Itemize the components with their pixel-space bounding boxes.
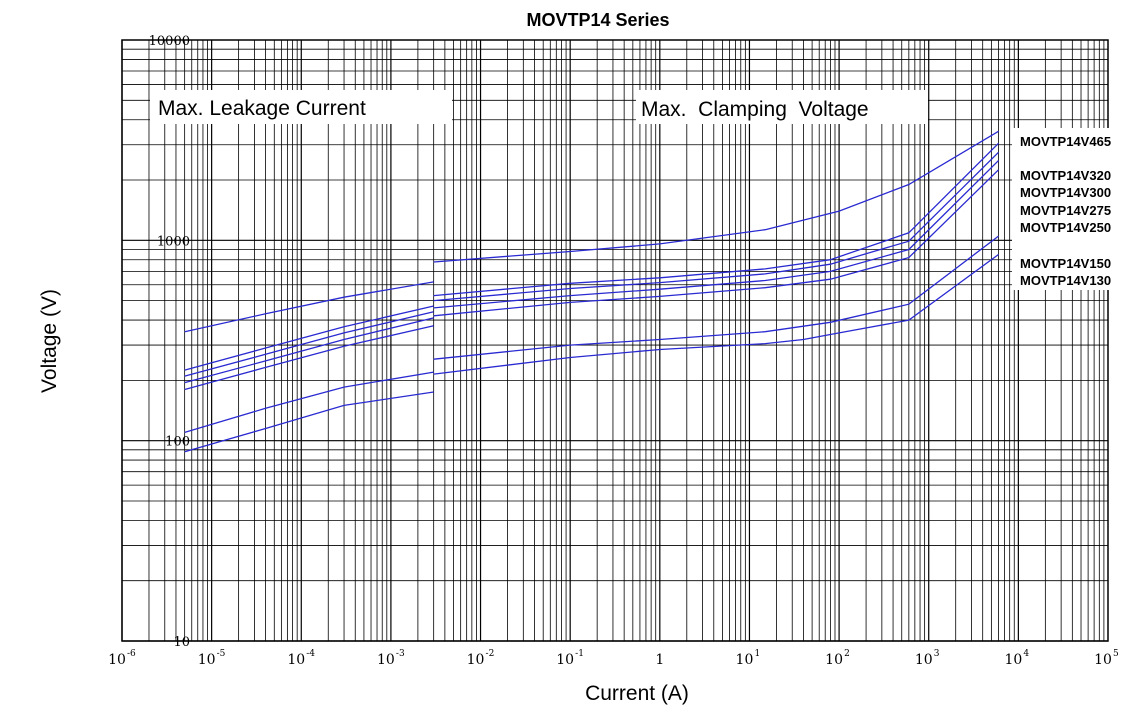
x-tick-base: 10 bbox=[736, 652, 754, 668]
legend-item-movtp14v320: MOVTP14V320 bbox=[1020, 168, 1111, 183]
x-tick-exponent: 1 bbox=[754, 649, 760, 659]
series-line-movtp14v130-leakage bbox=[184, 391, 434, 453]
leakage-label-box bbox=[150, 90, 452, 124]
x-tick-label: 10 -1 bbox=[556, 649, 584, 668]
x-tick-label: 10 1 bbox=[736, 649, 761, 668]
legend-item-movtp14v250: MOVTP14V250 bbox=[1020, 220, 1111, 235]
x-tick-labels: 10 -6 10 -5 10 -4 10 -3 10 -2 10 -1 1 10 1 10 2 10 3 10 4 10 5 bbox=[108, 649, 1119, 668]
x-tick-base: 10 bbox=[467, 652, 485, 668]
plot-frame bbox=[121, 39, 1109, 642]
x-tick-base: 10 bbox=[198, 652, 216, 668]
legend-item-movtp14v130: MOVTP14V130 bbox=[1020, 273, 1111, 288]
x-tick-base: 10 bbox=[1004, 652, 1022, 668]
y-tick-label: 100 bbox=[165, 435, 190, 450]
x-tick-exponent: -6 bbox=[127, 649, 136, 659]
series-line-movtp14v130-clamping bbox=[433, 253, 999, 375]
series-line-movtp14v320-clamping bbox=[433, 142, 999, 297]
series-line-movtp14v150-clamping bbox=[433, 235, 999, 360]
x-tick-base: 10 bbox=[377, 652, 395, 668]
legend-box bbox=[1012, 128, 1128, 290]
x-tick-base: 10 bbox=[556, 652, 574, 668]
leakage-label: Max. Leakage Current bbox=[158, 97, 366, 120]
x-tick-base: 10 bbox=[1094, 652, 1112, 668]
x-tick-base: 10 bbox=[108, 652, 126, 668]
label-boxes bbox=[150, 90, 1128, 290]
x-tick-exponent: -1 bbox=[575, 649, 584, 659]
clamping-label: Max. Clamping Voltage bbox=[641, 98, 869, 121]
legend-item-movtp14v150: MOVTP14V150 bbox=[1020, 256, 1111, 271]
x-tick-label: 10 -5 bbox=[198, 649, 226, 668]
legend: MOVTP14V465 MOVTP14V320 MOVTP14V300 MOVTP14… bbox=[1020, 134, 1111, 288]
y-tick-label: 10 bbox=[173, 635, 190, 650]
grid bbox=[121, 40, 1108, 642]
x-tick-exponent: -3 bbox=[396, 649, 405, 659]
x-tick-label: 10 -2 bbox=[467, 649, 495, 668]
x-tick-label: 10 -6 bbox=[108, 649, 136, 668]
series-line-movtp14v300-clamping bbox=[433, 151, 999, 302]
x-tick-exponent: 3 bbox=[934, 649, 940, 659]
series-line-movtp14v465-clamping bbox=[433, 130, 999, 263]
series-line-movtp14v275-leakage bbox=[184, 317, 434, 384]
x-tick-label: 10 4 bbox=[1004, 649, 1029, 668]
x-axis-label: Current (A) bbox=[585, 682, 689, 705]
x-tick-label: 1 bbox=[655, 652, 664, 668]
series-lines bbox=[184, 130, 999, 453]
x-tick-exponent: -5 bbox=[217, 649, 226, 659]
legend-item-movtp14v275: MOVTP14V275 bbox=[1020, 203, 1111, 218]
x-tick-exponent: 2 bbox=[844, 649, 850, 659]
legend-item-movtp14v465: MOVTP14V465 bbox=[1020, 134, 1111, 149]
series-line-movtp14v150-leakage bbox=[184, 371, 434, 434]
x-tick-label: 10 3 bbox=[915, 649, 940, 668]
x-tick-base: 1 bbox=[655, 652, 664, 668]
chart-title: MOVTP14 Series bbox=[526, 10, 669, 30]
legend-item-movtp14v300: MOVTP14V300 bbox=[1020, 185, 1111, 200]
series-line-movtp14v300-leakage bbox=[184, 311, 434, 377]
x-tick-base: 10 bbox=[825, 652, 843, 668]
clamping-label-box bbox=[636, 90, 928, 124]
y-tick-label: 10000 bbox=[149, 34, 190, 49]
x-tick-exponent: -2 bbox=[486, 649, 495, 659]
y-axis-label: Voltage (V) bbox=[38, 289, 61, 393]
x-tick-exponent: 4 bbox=[1023, 649, 1029, 659]
y-tick-labels: 10 100 1000 10000 bbox=[149, 34, 190, 650]
x-tick-label: 10 2 bbox=[825, 649, 850, 668]
x-tick-label: 10 -3 bbox=[377, 649, 405, 668]
series-line-movtp14v250-leakage bbox=[184, 325, 434, 391]
series-line-movtp14v320-leakage bbox=[184, 305, 434, 371]
series-line-movtp14v250-clamping bbox=[433, 169, 999, 317]
y-tick-label: 1000 bbox=[157, 234, 190, 249]
x-tick-base: 10 bbox=[287, 652, 305, 668]
x-tick-exponent: -4 bbox=[306, 649, 315, 659]
x-tick-base: 10 bbox=[915, 652, 933, 668]
x-tick-exponent: 5 bbox=[1113, 649, 1119, 659]
x-tick-label: 10 5 bbox=[1094, 649, 1119, 668]
x-tick-label: 10 -4 bbox=[287, 649, 315, 668]
series-line-movtp14v275-clamping bbox=[433, 160, 999, 309]
series-line-movtp14v465-leakage bbox=[184, 281, 434, 333]
